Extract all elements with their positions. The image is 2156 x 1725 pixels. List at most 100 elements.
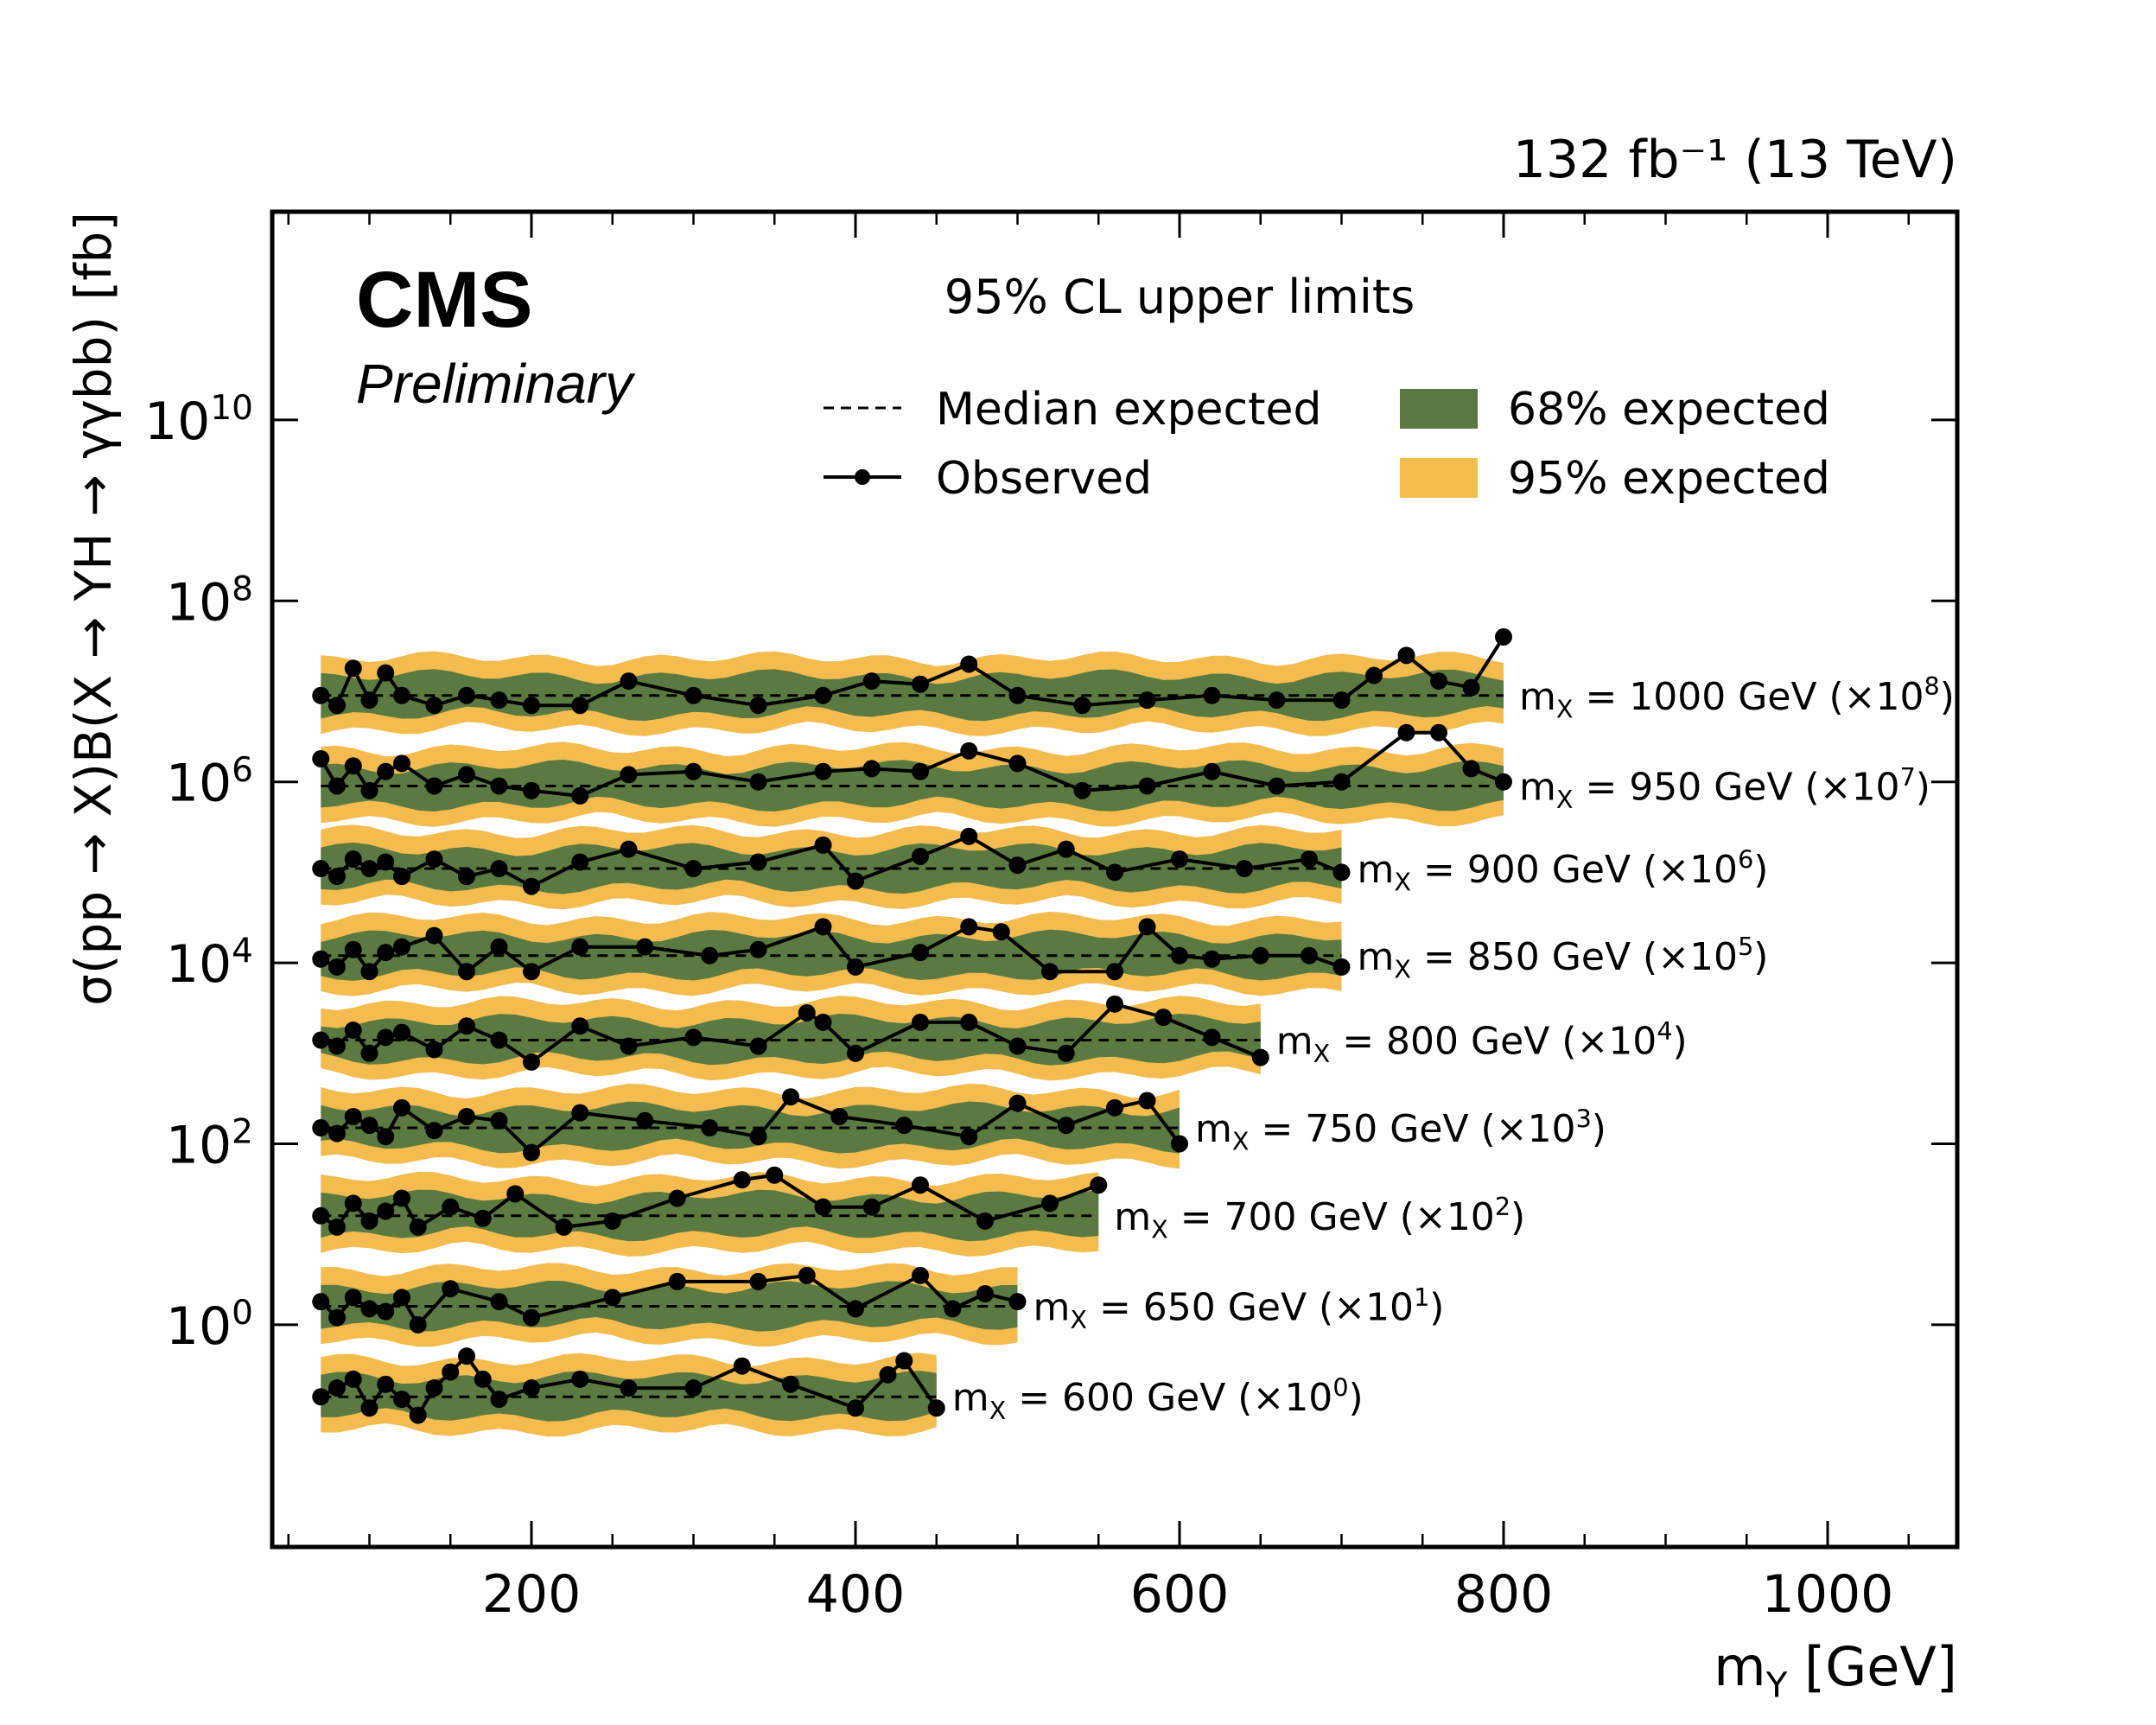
y-tick-label: 100 — [166, 1294, 253, 1357]
observed-point-850 — [328, 958, 346, 976]
observed-point-1000 — [1203, 686, 1221, 704]
observed-point-850 — [458, 963, 475, 981]
observed-point-700 — [344, 1194, 362, 1213]
observed-point-850 — [425, 926, 443, 945]
observed-point-850 — [571, 938, 589, 956]
x-tick-label: 400 — [806, 1564, 906, 1625]
observed-point-800 — [1008, 1037, 1027, 1055]
observed-point-600 — [442, 1363, 460, 1381]
observed-point-750 — [960, 1128, 978, 1146]
observed-point-800 — [620, 1037, 638, 1055]
observed-point-1000 — [1495, 627, 1512, 646]
observed-point-600 — [425, 1379, 443, 1397]
observed-point-1000 — [814, 686, 832, 704]
observed-point-750 — [1057, 1117, 1075, 1135]
observed-point-850 — [1332, 958, 1351, 976]
x-tick-label: 1000 — [1762, 1564, 1894, 1625]
observed-point-850 — [992, 923, 1010, 941]
observed-point-600 — [377, 1375, 395, 1393]
observed-point-800 — [684, 1028, 703, 1047]
observed-point-650 — [668, 1272, 686, 1290]
experiment-label: CMS — [356, 256, 532, 344]
observed-point-950 — [1397, 723, 1415, 742]
x-tick-label: 200 — [482, 1564, 582, 1625]
observed-point-950 — [425, 777, 443, 795]
observed-point-600 — [895, 1352, 913, 1370]
observed-line-950 — [319, 730, 1504, 798]
observed-point-950 — [1073, 781, 1091, 799]
observed-point-900 — [328, 868, 346, 886]
observed-point-950 — [1495, 773, 1512, 791]
observed-point-750 — [895, 1117, 913, 1135]
observed-point-650 — [523, 1308, 540, 1327]
observed-point-750 — [458, 1107, 475, 1125]
observed-point-850 — [344, 940, 362, 958]
series-label-900: mX = 900 GeV (×106) — [1358, 844, 1769, 896]
observed-point-850 — [912, 944, 929, 962]
observed-point-600 — [328, 1379, 346, 1397]
observed-point-1000 — [1138, 691, 1156, 710]
observed-point-700 — [766, 1166, 784, 1184]
observed-point-700 — [1041, 1194, 1059, 1213]
observed-point-650 — [490, 1293, 508, 1311]
observed-point-950 — [960, 742, 978, 760]
observed-point-850 — [636, 938, 654, 956]
observed-point-1000 — [360, 691, 378, 710]
observed-point-1000 — [862, 672, 881, 691]
observed-point-850 — [490, 938, 508, 956]
observed-point-950 — [1008, 754, 1027, 773]
observed-point-600 — [458, 1347, 475, 1365]
observed-point-650 — [1008, 1293, 1027, 1311]
observed-point-750 — [377, 1128, 395, 1146]
observed-point-950 — [571, 786, 589, 805]
observed-point-700 — [976, 1212, 994, 1230]
observed-point-900 — [425, 850, 443, 869]
observed-point-750 — [1138, 1092, 1156, 1110]
y-tick-label: 106 — [166, 751, 253, 814]
observed-point-600 — [684, 1379, 703, 1397]
plot-frame — [270, 209, 1960, 1550]
legend-68-swatch — [1400, 389, 1478, 429]
legend-median-label: Median expected — [936, 384, 1322, 436]
observed-point-950 — [1332, 773, 1351, 791]
observed-point-1000 — [458, 686, 475, 704]
observed-point-700 — [668, 1189, 686, 1207]
observed-point-850 — [960, 918, 978, 936]
observed-point-750 — [328, 1124, 346, 1143]
observed-point-900 — [360, 860, 378, 878]
observed-point-650 — [328, 1308, 346, 1327]
observed-point-900 — [344, 850, 362, 869]
observed-point-600 — [360, 1399, 378, 1417]
observed-point-750 — [636, 1111, 654, 1130]
y-tick-label: 108 — [166, 570, 253, 633]
observed-point-900 — [377, 853, 395, 871]
observed-point-800 — [1057, 1044, 1075, 1062]
observed-point-900 — [684, 860, 703, 878]
observed-point-900 — [1301, 850, 1318, 869]
observed-point-850 — [1106, 963, 1123, 981]
observed-point-1000 — [684, 686, 703, 704]
observed-point-800 — [571, 1017, 589, 1035]
x-tick-label: 600 — [1130, 1564, 1230, 1625]
observed-point-700 — [312, 1206, 330, 1225]
observed-point-950 — [328, 777, 346, 795]
observed-point-850 — [1301, 946, 1318, 964]
observed-point-900 — [1008, 856, 1027, 875]
observed-point-800 — [360, 1044, 378, 1062]
observed-point-900 — [523, 877, 540, 895]
observed-point-800 — [798, 1003, 816, 1022]
observed-line-600 — [320, 1353, 938, 1418]
lumi-label: 132 fb⁻¹ (13 TeV) — [1513, 130, 1957, 190]
observed-point-600 — [782, 1375, 799, 1393]
observed-point-750 — [1008, 1094, 1027, 1112]
observed-point-850 — [360, 963, 378, 981]
observed-point-800 — [847, 1044, 864, 1062]
observed-point-900 — [620, 840, 638, 858]
observed-point-600 — [733, 1357, 751, 1375]
observed-point-800 — [1251, 1048, 1269, 1066]
observed-point-950 — [312, 749, 330, 767]
observed-point-950 — [620, 766, 638, 784]
observed-point-900 — [847, 872, 864, 890]
y-tick-label: 1010 — [144, 389, 253, 452]
series-label-850: mX = 850 GeV (×105) — [1358, 932, 1769, 983]
